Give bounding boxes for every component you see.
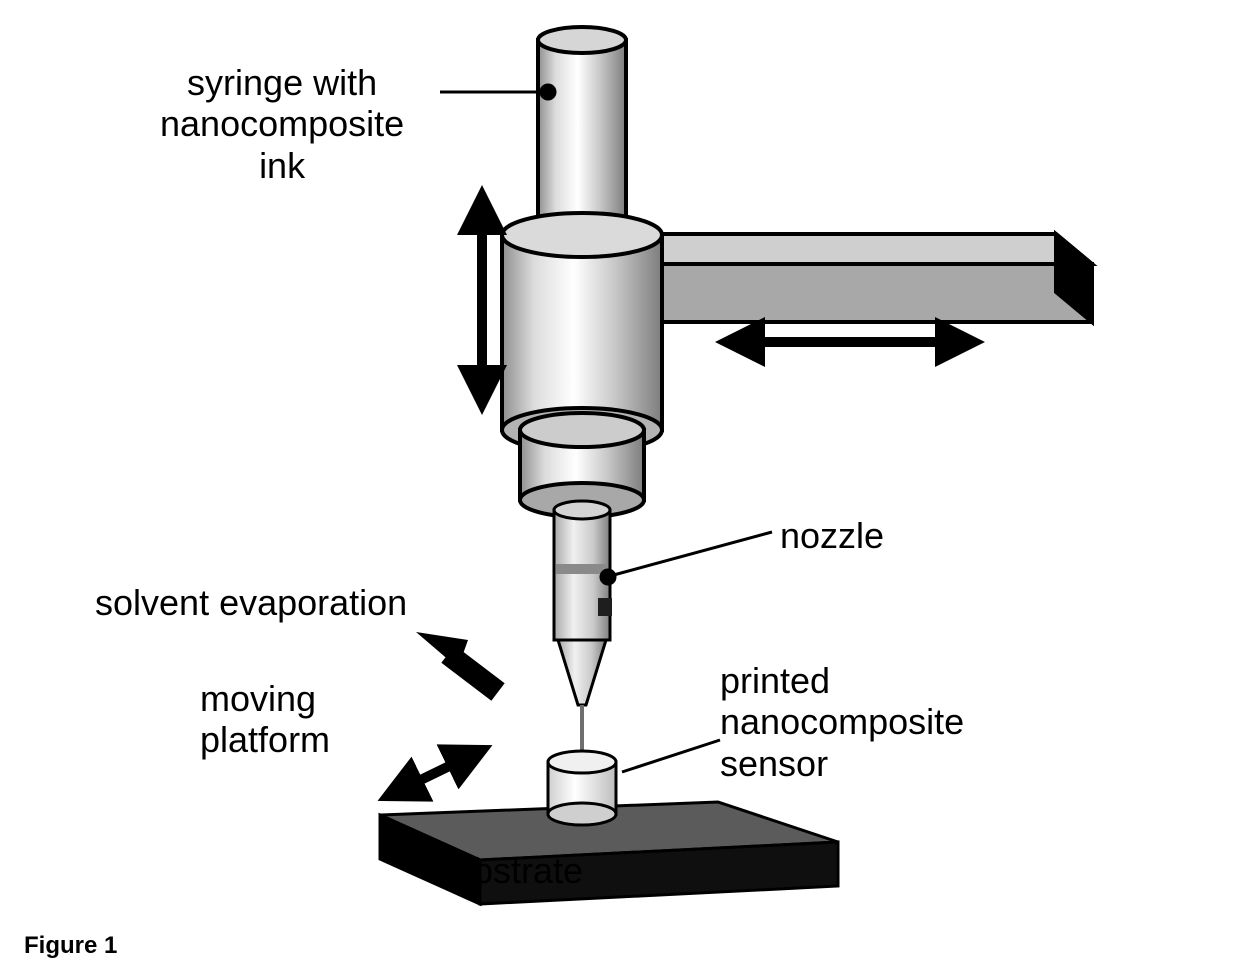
figure-caption: Figure 1 xyxy=(24,932,117,960)
motion-arrow-platform xyxy=(400,756,470,790)
syringe-cylinder xyxy=(538,27,626,240)
nozzle xyxy=(554,501,612,705)
label-solvent: solvent evaporation xyxy=(95,582,407,623)
label-printed: printed nanocomposite sensor xyxy=(720,660,964,784)
label-nozzle: nozzle xyxy=(780,515,884,556)
label-moving: moving platform xyxy=(200,678,330,761)
evaporation-arrow xyxy=(416,632,498,692)
label-syringe: syringe with nanocomposite ink xyxy=(160,62,404,186)
printed-sensor xyxy=(548,751,616,825)
label-substrate: substrate xyxy=(435,850,583,891)
figure-diagram: syringe with nanocomposite ink nozzle so… xyxy=(0,0,1240,979)
